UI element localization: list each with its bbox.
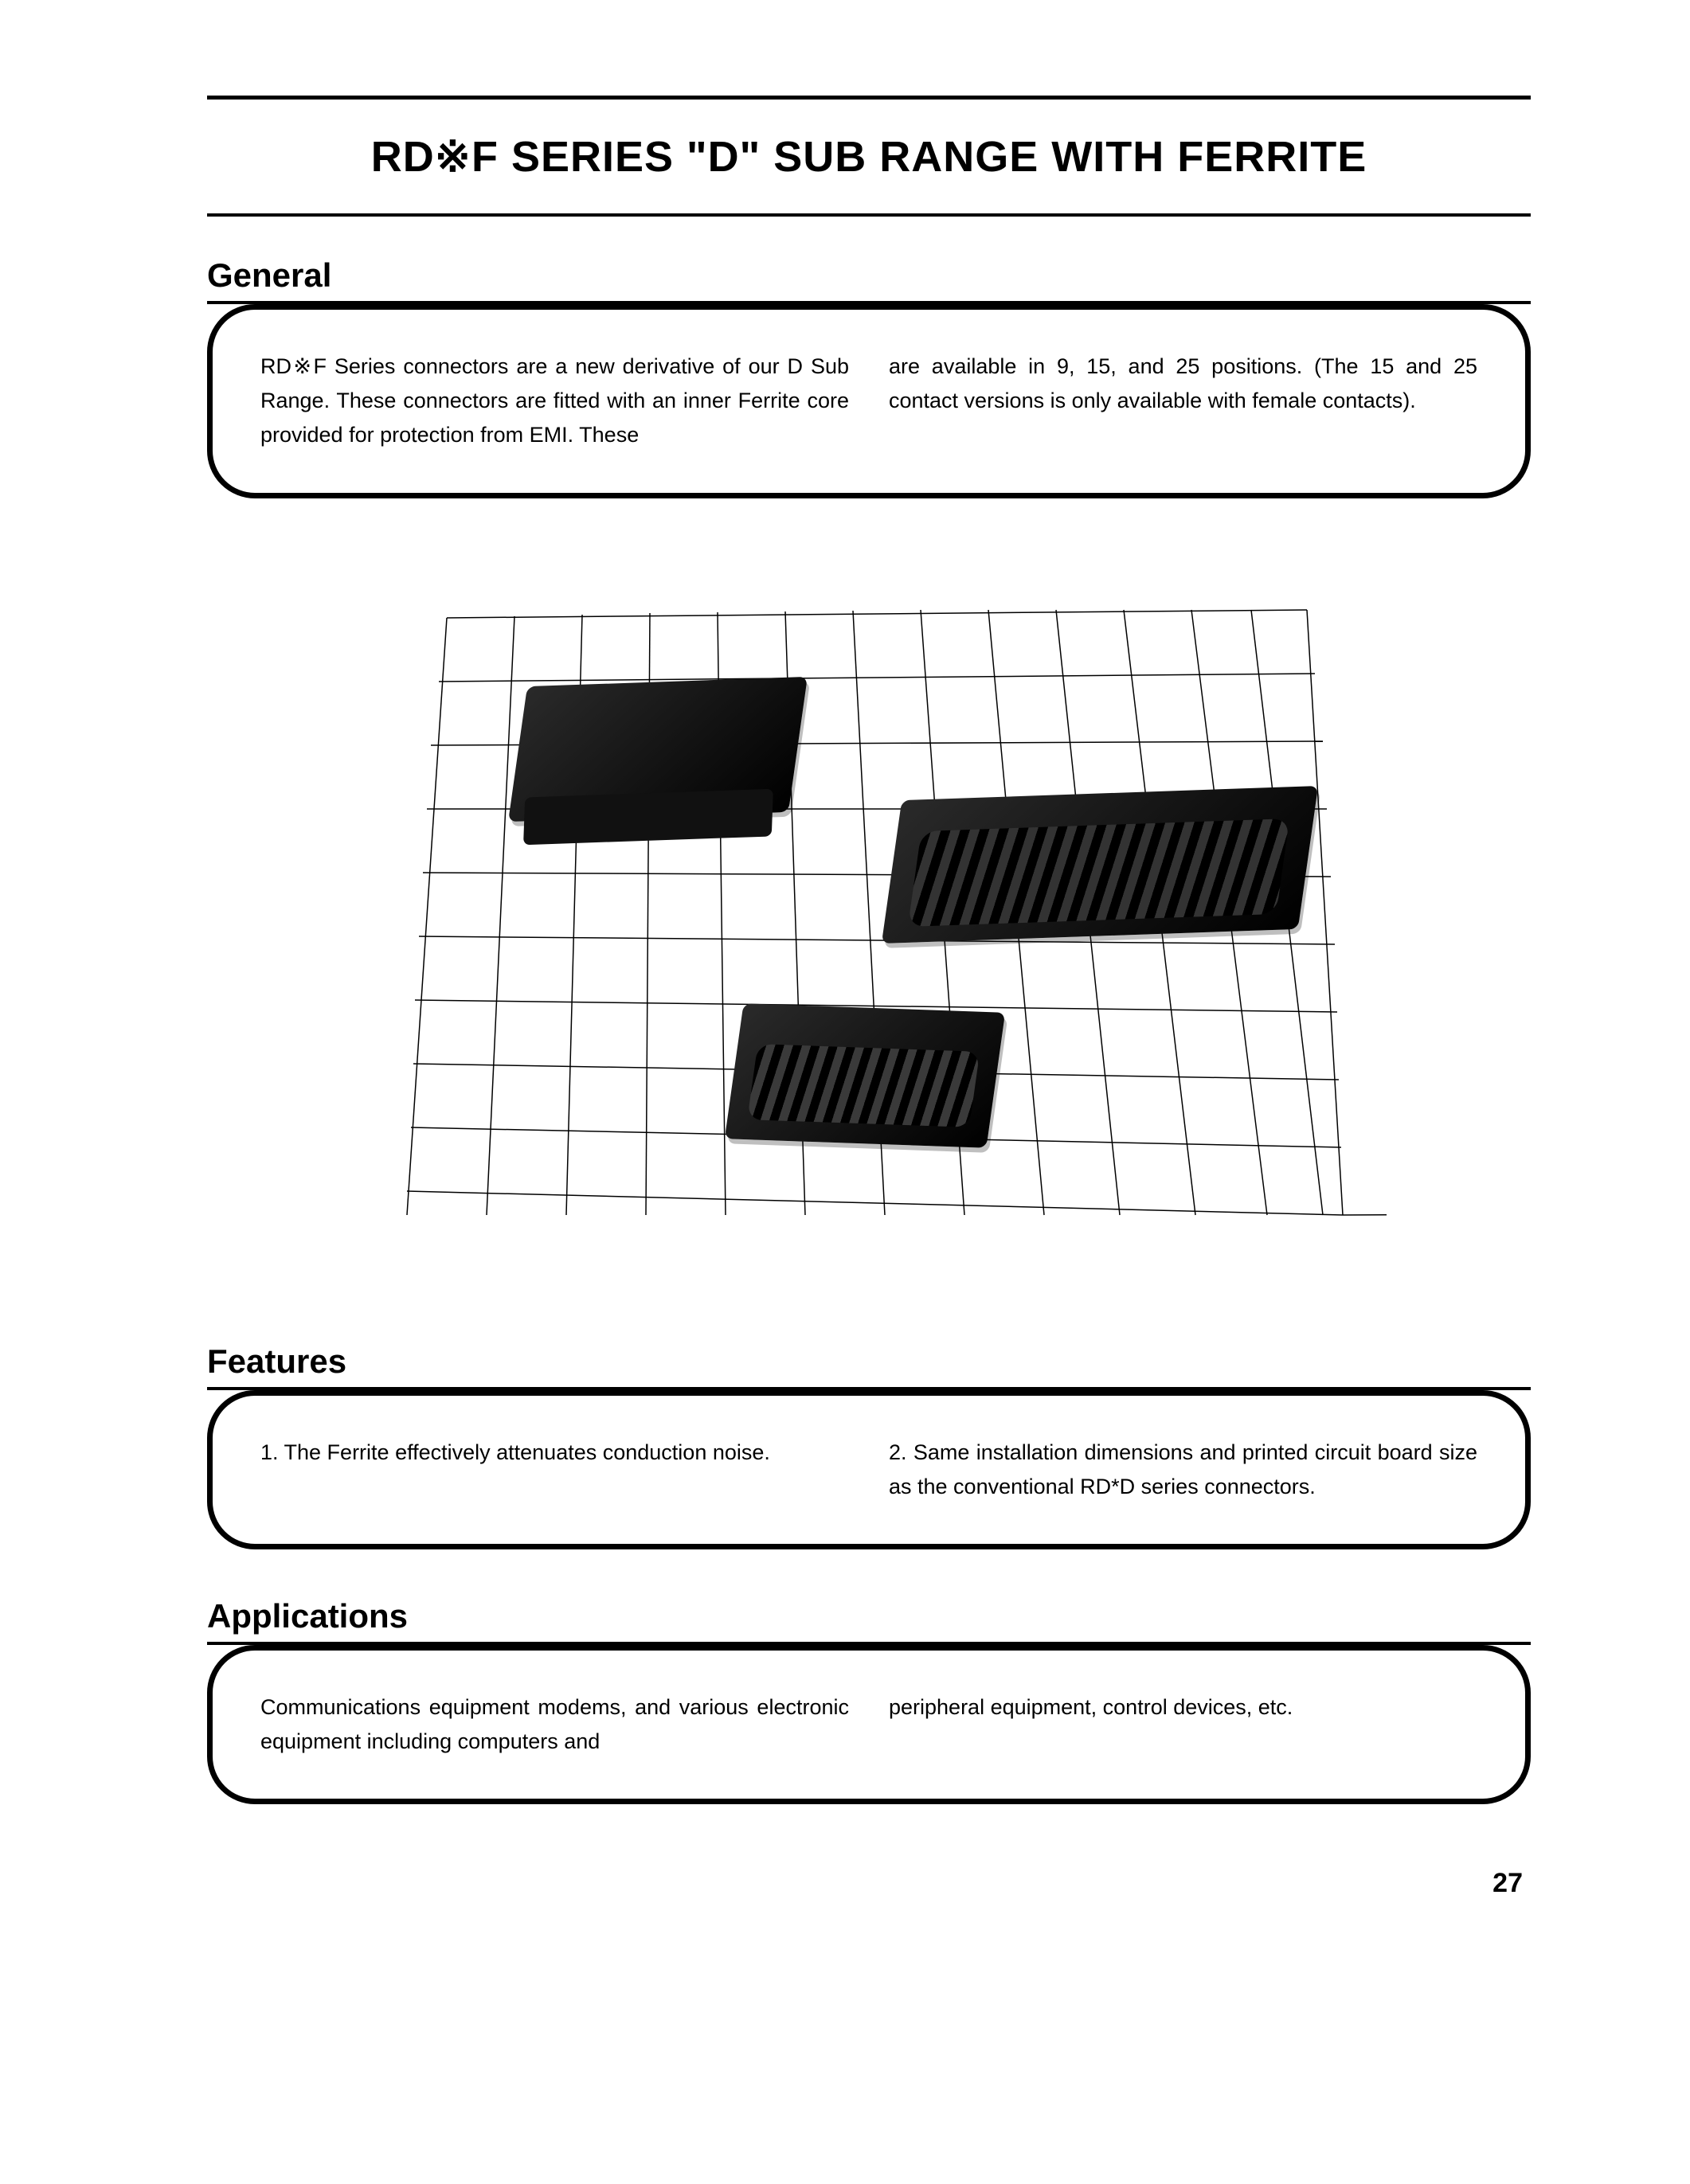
heading-rule-features xyxy=(207,1387,1531,1390)
section-general: General RD※F Series connectors are a new… xyxy=(207,256,1531,498)
applications-col1: Communications equipment modems, and var… xyxy=(260,1690,849,1759)
general-col1: RD※F Series connectors are a new derivat… xyxy=(260,350,849,453)
connector-db25-male-icon xyxy=(882,786,1318,944)
box-general: RD※F Series connectors are a new derivat… xyxy=(207,304,1531,498)
box-applications: Communications equipment modems, and var… xyxy=(207,1645,1531,1804)
connector-db25-female-icon xyxy=(508,677,808,822)
connector-db9-icon xyxy=(725,1003,1005,1147)
title-underline xyxy=(207,213,1531,217)
features-col1: 1. The Ferrite effectively attenuates co… xyxy=(260,1436,849,1504)
page-title: RD※F SERIES "D" SUB RANGE WITH FERRITE xyxy=(207,131,1531,182)
top-rule xyxy=(207,96,1531,100)
section-features: Features 1. The Ferrite effectively atte… xyxy=(207,1342,1531,1549)
heading-applications: Applications xyxy=(207,1597,1531,1635)
features-col2: 2. Same installation dimensions and prin… xyxy=(889,1436,1477,1504)
heading-general: General xyxy=(207,256,1531,295)
general-col2: are available in 9, 15, and 25 positions… xyxy=(889,350,1477,453)
connector-figure xyxy=(351,546,1387,1279)
page-number: 27 xyxy=(207,1868,1531,1899)
heading-features: Features xyxy=(207,1342,1531,1381)
section-applications: Applications Communications equipment mo… xyxy=(207,1597,1531,1804)
box-features: 1. The Ferrite effectively attenuates co… xyxy=(207,1390,1531,1549)
applications-col2: peripheral equipment, control devices, e… xyxy=(889,1690,1477,1759)
